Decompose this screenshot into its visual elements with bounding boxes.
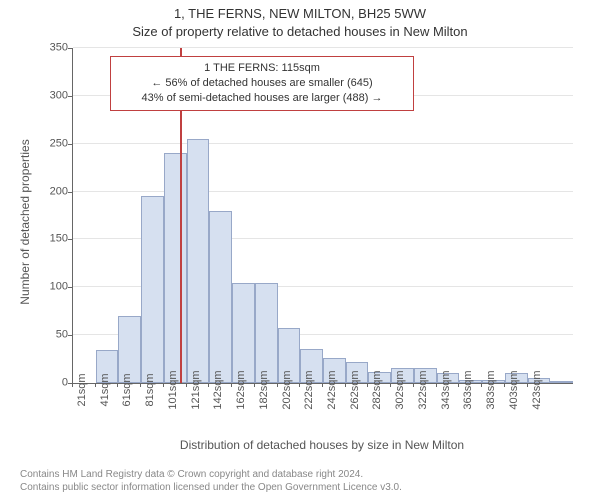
chart-container: 1, THE FERNS, NEW MILTON, BH25 5WW Size … — [0, 0, 600, 500]
y-tick-label: 0 — [32, 378, 68, 389]
x-tick-mark — [436, 383, 437, 387]
x-tick-label: 81sqm — [144, 373, 156, 406]
y-tick-mark — [68, 239, 72, 240]
info-box: 1 THE FERNS: 115sqm ← 56% of detached ho… — [110, 56, 414, 111]
x-tick-mark — [367, 383, 368, 387]
y-tick-label: 150 — [32, 234, 68, 245]
x-tick-label: 363sqm — [462, 370, 474, 409]
x-tick-label: 142sqm — [212, 370, 224, 409]
x-tick-mark — [163, 383, 164, 387]
x-tick-label: 242sqm — [326, 370, 338, 409]
x-tick-label: 322sqm — [417, 370, 429, 409]
x-tick-label: 403sqm — [508, 370, 520, 409]
x-tick-mark — [117, 383, 118, 387]
x-tick-label: 423sqm — [531, 370, 543, 409]
x-tick-label: 121sqm — [190, 370, 202, 409]
histogram-bar — [209, 211, 232, 383]
x-tick-label: 343sqm — [440, 370, 452, 409]
y-axis-label: Number of detached properties — [18, 102, 32, 342]
x-tick-mark — [72, 383, 73, 387]
x-tick-mark — [527, 383, 528, 387]
footer: Contains HM Land Registry data © Crown c… — [20, 468, 580, 494]
info-line-larger: 43% of semi-detached houses are larger (… — [117, 91, 407, 106]
footer-line-1: Contains HM Land Registry data © Crown c… — [20, 468, 580, 481]
y-tick-mark — [68, 335, 72, 336]
x-tick-mark — [345, 383, 346, 387]
y-tick-label: 200 — [32, 186, 68, 197]
info-line-property: 1 THE FERNS: 115sqm — [117, 61, 407, 76]
x-tick-label: 202sqm — [281, 370, 293, 409]
x-tick-label: 383sqm — [485, 370, 497, 409]
histogram-bar — [141, 196, 164, 383]
x-tick-mark — [481, 383, 482, 387]
x-tick-mark — [231, 383, 232, 387]
x-tick-label: 162sqm — [235, 370, 247, 409]
y-tick-label: 300 — [32, 90, 68, 101]
x-tick-mark — [254, 383, 255, 387]
y-tick-mark — [68, 144, 72, 145]
histogram-bar — [164, 153, 187, 383]
y-tick-label: 350 — [32, 43, 68, 54]
histogram-bar — [550, 381, 573, 383]
x-tick-mark — [322, 383, 323, 387]
x-tick-label: 21sqm — [76, 373, 88, 406]
y-tick-mark — [68, 48, 72, 49]
x-tick-label: 182sqm — [258, 370, 270, 409]
x-tick-mark — [413, 383, 414, 387]
x-tick-mark — [504, 383, 505, 387]
x-tick-mark — [277, 383, 278, 387]
histogram-bar — [255, 283, 278, 384]
x-tick-label: 61sqm — [121, 373, 133, 406]
y-tick-label: 50 — [32, 330, 68, 341]
y-tick-mark — [68, 192, 72, 193]
y-tick-label: 100 — [32, 282, 68, 293]
x-tick-label: 41sqm — [99, 373, 111, 406]
y-tick-label: 250 — [32, 138, 68, 149]
chart-subtitle: Size of property relative to detached ho… — [0, 24, 600, 39]
y-tick-mark — [68, 96, 72, 97]
x-tick-mark — [458, 383, 459, 387]
info-line-smaller: ← 56% of detached houses are smaller (64… — [117, 76, 407, 91]
x-tick-mark — [186, 383, 187, 387]
x-tick-label: 101sqm — [167, 370, 179, 409]
footer-line-2: Contains public sector information licen… — [20, 481, 580, 494]
x-tick-label: 222sqm — [303, 370, 315, 409]
histogram-bar — [187, 139, 210, 383]
y-tick-mark — [68, 287, 72, 288]
histogram-bar — [232, 283, 255, 384]
x-tick-label: 262sqm — [349, 370, 361, 409]
x-tick-mark — [299, 383, 300, 387]
x-tick-mark — [390, 383, 391, 387]
x-tick-label: 302sqm — [394, 370, 406, 409]
chart-title-address: 1, THE FERNS, NEW MILTON, BH25 5WW — [0, 6, 600, 21]
x-axis-title: Distribution of detached houses by size … — [72, 438, 572, 452]
x-tick-label: 282sqm — [371, 370, 383, 409]
x-tick-mark — [208, 383, 209, 387]
x-tick-mark — [95, 383, 96, 387]
x-tick-mark — [140, 383, 141, 387]
